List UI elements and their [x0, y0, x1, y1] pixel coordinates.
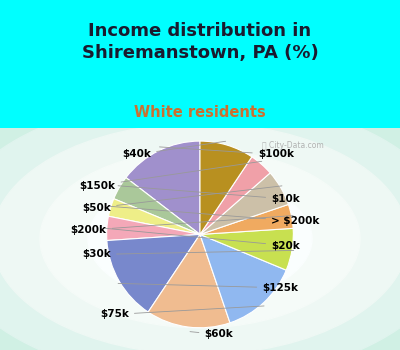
Text: $200k: $200k — [71, 216, 293, 235]
Wedge shape — [200, 173, 288, 235]
Ellipse shape — [88, 177, 312, 301]
Wedge shape — [200, 141, 252, 234]
Wedge shape — [108, 199, 200, 234]
Text: $20k: $20k — [105, 228, 300, 251]
Wedge shape — [200, 204, 293, 234]
Wedge shape — [107, 234, 200, 312]
Ellipse shape — [0, 123, 400, 350]
Text: $75k: $75k — [100, 306, 264, 320]
Ellipse shape — [0, 16, 400, 350]
Wedge shape — [126, 141, 200, 234]
Ellipse shape — [0, 97, 400, 350]
Wedge shape — [200, 157, 270, 235]
Ellipse shape — [0, 70, 400, 350]
Text: $40k: $40k — [122, 141, 226, 159]
Text: White residents: White residents — [134, 105, 266, 120]
Text: $50k: $50k — [82, 186, 282, 213]
Text: $60k: $60k — [190, 329, 233, 340]
Wedge shape — [114, 177, 200, 234]
Wedge shape — [148, 234, 230, 328]
Text: $150k: $150k — [80, 161, 262, 190]
Wedge shape — [107, 216, 200, 240]
Text: > $200k: > $200k — [109, 206, 320, 226]
Text: $30k: $30k — [82, 250, 294, 259]
Text: ⓘ City-Data.com: ⓘ City-Data.com — [262, 141, 324, 150]
Text: $100k: $100k — [160, 147, 294, 159]
Ellipse shape — [136, 203, 264, 274]
Wedge shape — [200, 228, 293, 270]
Ellipse shape — [40, 150, 360, 328]
Text: $10k: $10k — [118, 186, 300, 204]
Ellipse shape — [0, 43, 400, 350]
Text: $125k: $125k — [118, 283, 298, 293]
Text: Income distribution in
Shiremanstown, PA (%): Income distribution in Shiremanstown, PA… — [82, 22, 318, 62]
Wedge shape — [200, 234, 286, 323]
